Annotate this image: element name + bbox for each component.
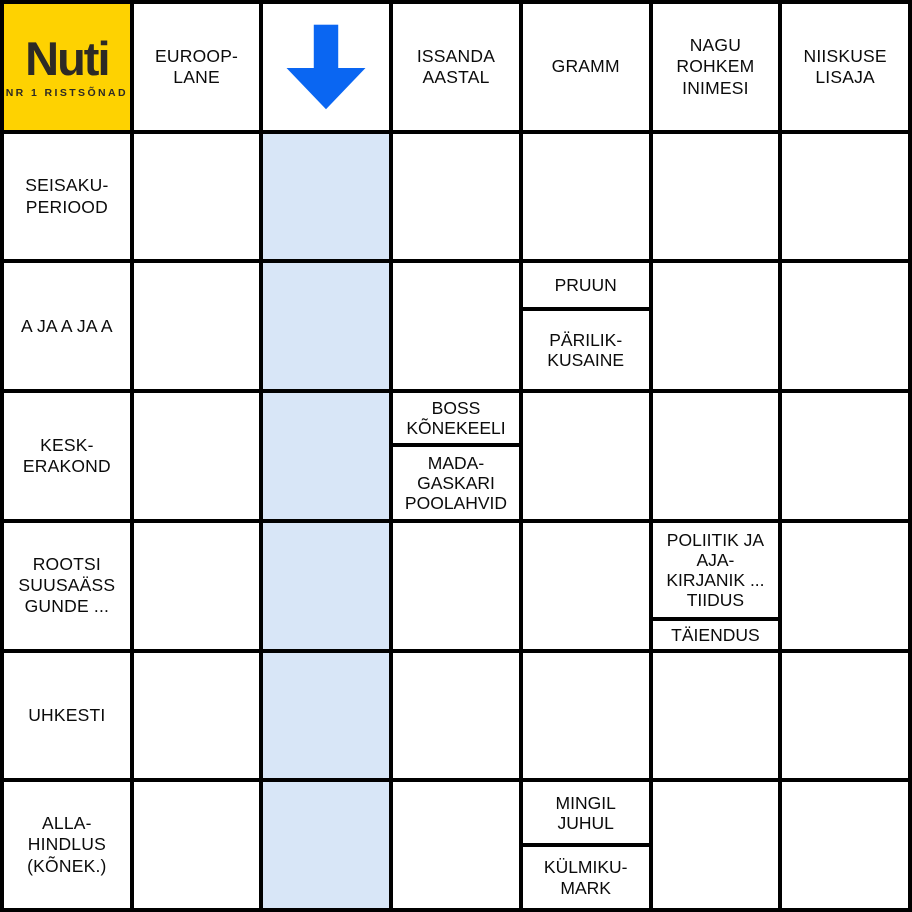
split-clue-cell-poliitik: POLIITIK JA AJA- KIRJANIK ... TIIDUS TÄI…	[652, 522, 779, 649]
answer-cell[interactable]	[522, 133, 649, 260]
answer-cell[interactable]	[782, 652, 908, 779]
column-clue-nagu-rohkem-inimesi: NAGU ROHKEM INIMESI	[652, 4, 779, 130]
highlighted-answer-cell[interactable]	[263, 393, 390, 519]
answer-cell[interactable]	[133, 652, 260, 779]
answer-cell[interactable]	[522, 522, 649, 649]
highlighted-answer-cell[interactable]	[263, 652, 390, 779]
row-clue-keskerakond: KESK- ERAKOND	[4, 393, 130, 519]
answer-cell[interactable]	[652, 393, 779, 519]
inner-clue-boss-konekeeli: BOSS KÕNEKEELI	[393, 393, 519, 444]
row-clue-seisakuperiood: SEISAKU- PERIOOD	[4, 133, 130, 260]
split-clue-cell-boss: BOSS KÕNEKEELI MADA- GASKARI POOLAHVID	[393, 393, 519, 519]
inner-clue-mingil-juhul: MINGIL JUHUL	[522, 782, 649, 844]
answer-cell[interactable]	[782, 782, 908, 908]
answer-cell[interactable]	[782, 393, 908, 519]
inner-clue-pruun: PRUUN	[522, 263, 649, 308]
split-clue-cell-mingil: MINGIL JUHUL KÜLMIKU- MARK	[522, 782, 649, 908]
answer-cell[interactable]	[133, 263, 260, 390]
answer-cell[interactable]	[393, 652, 519, 779]
answer-cell[interactable]	[393, 782, 519, 908]
nuti-logo: Nuti NR 1 RISTSÕNAD	[4, 4, 130, 130]
arrow-header-cell	[263, 4, 390, 130]
column-clue-europlane: EUROOP- LANE	[133, 4, 260, 130]
row-clue-uhkesti: UHKESTI	[4, 652, 130, 779]
answer-cell[interactable]	[133, 522, 260, 649]
row-clue-a-ja-a-ja-a: A JA A JA A	[4, 263, 130, 390]
logo-wordmark: Nuti	[25, 31, 110, 85]
inner-clue-kulmikumark: KÜLMIKU- MARK	[522, 847, 649, 908]
answer-cell[interactable]	[782, 522, 908, 649]
answer-cell[interactable]	[133, 133, 260, 260]
answer-cell[interactable]	[393, 522, 519, 649]
row-clue-rootsi-suusaass: ROOTSI SUUSAÄSS GUNDE ...	[4, 522, 130, 649]
answer-cell[interactable]	[133, 782, 260, 908]
column-clue-gramm: GRAMM	[522, 4, 649, 130]
inner-clue-madagaskari-poolahvid: MADA- GASKARI POOLAHVID	[393, 447, 519, 519]
highlighted-answer-cell[interactable]	[263, 522, 390, 649]
split-clue-cell-pruun: PRUUN PÄRILIK- KUSAINE	[522, 263, 649, 390]
answer-cell[interactable]	[133, 393, 260, 519]
row-clue-allahindlus: ALLA- HINDLUS (KÕNEK.)	[4, 782, 130, 908]
inner-clue-poliitik-tiidus: POLIITIK JA AJA- KIRJANIK ... TIIDUS	[652, 522, 779, 617]
highlighted-answer-cell[interactable]	[263, 782, 390, 908]
answer-cell[interactable]	[652, 133, 779, 260]
answer-cell[interactable]	[522, 652, 649, 779]
inner-clue-parilikkusaine: PÄRILIK- KUSAINE	[522, 311, 649, 390]
answer-cell[interactable]	[393, 263, 519, 390]
highlighted-answer-cell[interactable]	[263, 263, 390, 390]
answer-cell[interactable]	[652, 782, 779, 908]
column-clue-niiskuse-lisaja: NIISKUSE LISAJA	[782, 4, 908, 130]
down-arrow-icon	[286, 24, 366, 110]
highlighted-answer-cell[interactable]	[263, 133, 390, 260]
answer-cell[interactable]	[652, 652, 779, 779]
inner-clue-taiendus: TÄIENDUS	[652, 620, 779, 649]
answer-cell[interactable]	[522, 393, 649, 519]
logo-tagline: NR 1 RISTSÕNAD	[5, 86, 128, 99]
answer-cell[interactable]	[782, 133, 908, 260]
answer-cell[interactable]	[782, 263, 908, 390]
answer-cell[interactable]	[393, 133, 519, 260]
column-clue-issanda-aastal: ISSANDA AASTAL	[393, 4, 519, 130]
answer-cell[interactable]	[652, 263, 779, 390]
